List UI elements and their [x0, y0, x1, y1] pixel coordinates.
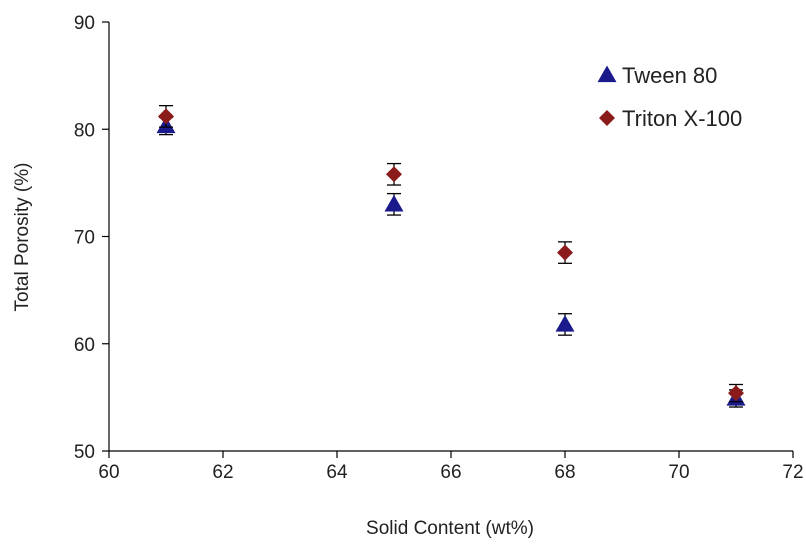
data-point	[557, 244, 573, 261]
legend: Tween 80 Triton X-100	[597, 63, 742, 131]
x-tick-label: 60	[98, 462, 119, 483]
series-triton-x-100	[158, 105, 744, 403]
x-tick-label: 64	[326, 462, 348, 483]
x-ticks: 60 62 64 66 68 70 72	[98, 451, 804, 483]
data-point	[728, 385, 744, 402]
legend-label: Triton X-100	[622, 106, 742, 131]
x-tick-label: 62	[212, 462, 233, 483]
y-ticks: 50 60 70 80 90	[74, 13, 109, 463]
y-tick-label: 60	[74, 335, 95, 356]
x-tick-label: 68	[554, 462, 575, 483]
y-tick-label: 80	[74, 120, 95, 141]
plot-series	[156, 105, 746, 408]
y-axis-label: Total Porosity (%)	[12, 163, 33, 312]
series-tween-80	[156, 116, 746, 408]
data-point	[555, 314, 575, 332]
legend-marker	[599, 110, 615, 126]
y-tick-label: 70	[74, 228, 95, 249]
data-point	[158, 108, 174, 125]
legend-label: Tween 80	[622, 63, 717, 88]
legend-marker	[597, 65, 617, 83]
x-tick-label: 70	[668, 462, 689, 483]
y-tick-label: 50	[74, 442, 95, 463]
x-tick-label: 72	[782, 462, 803, 483]
data-point	[384, 194, 404, 212]
x-axis-label: Solid Content (wt%)	[366, 518, 534, 539]
x-tick-label: 66	[440, 462, 461, 483]
data-point	[386, 166, 402, 183]
y-tick-label: 90	[74, 13, 95, 34]
